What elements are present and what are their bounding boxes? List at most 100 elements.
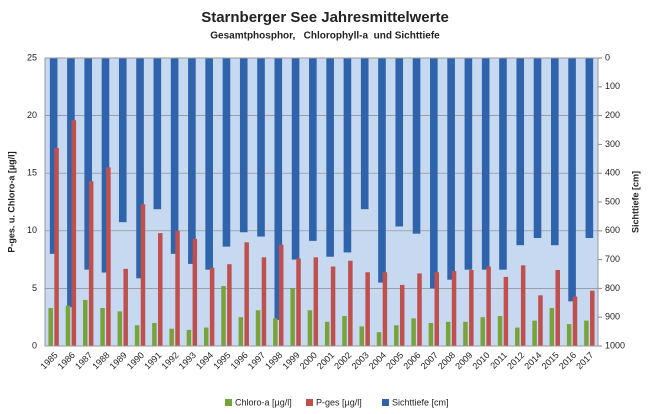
x-tick-label: 2009 [453,350,474,371]
x-tick-label: 1992 [159,350,180,371]
bar [83,299,88,346]
bar [428,322,434,346]
bar [348,260,353,346]
bar [417,273,422,346]
y-tick-label: 0 [32,340,37,350]
bar [497,316,503,346]
x-tick-label: 2003 [350,350,371,371]
bar [71,120,77,346]
bar [278,244,284,346]
bar [227,264,232,346]
bar [365,272,370,346]
x-tick-label: 2001 [315,350,336,371]
y2-tick-label: 500 [605,196,620,206]
x-tick-label: 2004 [367,350,388,371]
bar [520,265,526,346]
y2-tick-label: 600 [605,225,620,235]
y-axis-label: P-ges. u. Chloro-a [µg/l] [6,151,16,252]
bar [221,286,226,346]
bar [136,58,144,279]
bar [273,318,278,346]
bar [434,272,440,346]
bar [170,58,179,254]
bar [88,181,94,346]
x-tick-label: 2016 [557,350,578,371]
y2-tick-label: 900 [605,312,620,322]
bar [412,58,421,234]
legend-label: P-ges [µg/l] [316,397,362,407]
bar [188,58,196,264]
y2-tick-label: 700 [605,254,620,264]
bar [430,58,438,289]
bar [65,305,71,346]
bar [49,58,58,254]
bar [480,317,485,346]
bar [532,320,537,346]
x-tick-label: 2011 [488,350,509,371]
bar [503,276,509,346]
x-tick-label: 2002 [332,350,353,371]
bar [169,328,174,346]
bar [590,290,595,346]
y2-tick-label: 300 [605,139,620,149]
bar [330,266,336,346]
bar [515,327,520,346]
x-tick-label: 2008 [436,350,457,371]
bar [376,332,382,346]
bar [101,58,110,273]
y2-tick-label: 1000 [605,340,625,350]
bar [585,58,594,238]
x-tick-label: 2000 [298,350,319,371]
bar [313,257,319,346]
x-tick-label: 1995 [211,350,232,371]
bar [307,310,313,346]
y2-tick-label: 0 [605,52,610,62]
y-tick-label: 10 [27,225,37,235]
x-tick-label: 1987 [73,350,94,371]
chart-subtitle: Gesamtphosphor, Chlorophyll-a und Sichtt… [210,31,440,42]
bar [566,324,572,346]
bar [549,307,555,346]
bar [296,258,301,346]
x-tick-label: 2010 [471,350,492,371]
bar [118,58,127,223]
bar [486,266,491,346]
x-tick-label: 1985 [38,350,59,371]
x-tick-label: 1991 [142,350,163,371]
bar [324,321,330,346]
bar [274,58,283,321]
bar [238,317,244,346]
bar [291,58,300,260]
bar [360,58,369,210]
bar [499,58,507,270]
bar [192,238,198,346]
bar [572,296,578,346]
bar [123,268,128,346]
y2-tick-label: 100 [605,81,620,91]
bar [447,58,455,280]
bar [382,272,388,346]
bar [209,267,215,346]
legend-label: Sichttiefe [cm] [392,397,449,407]
bar [48,307,53,346]
x-tick-label: 2015 [540,350,561,371]
bar [395,58,404,227]
bar [203,327,209,346]
legend-label: Chloro-a [µg/l] [235,397,292,407]
x-tick-label: 2014 [522,350,543,371]
x-tick-label: 2005 [384,350,405,371]
chart-title: Starnberger See Jahresmittelwerte [201,9,449,26]
x-tick-label: 1997 [246,350,267,371]
x-tick-label: 1994 [194,350,215,371]
bar [152,322,157,346]
bar [394,325,399,346]
y2-tick-label: 200 [605,110,620,120]
y-tick-label: 15 [27,168,37,178]
x-tick-label: 1996 [229,350,250,371]
x-tick-label: 1989 [108,350,129,371]
y2-tick-label: 800 [605,283,620,293]
bar [257,58,265,237]
x-tick-label: 1988 [90,350,111,371]
y2-tick-label: 400 [605,168,620,178]
